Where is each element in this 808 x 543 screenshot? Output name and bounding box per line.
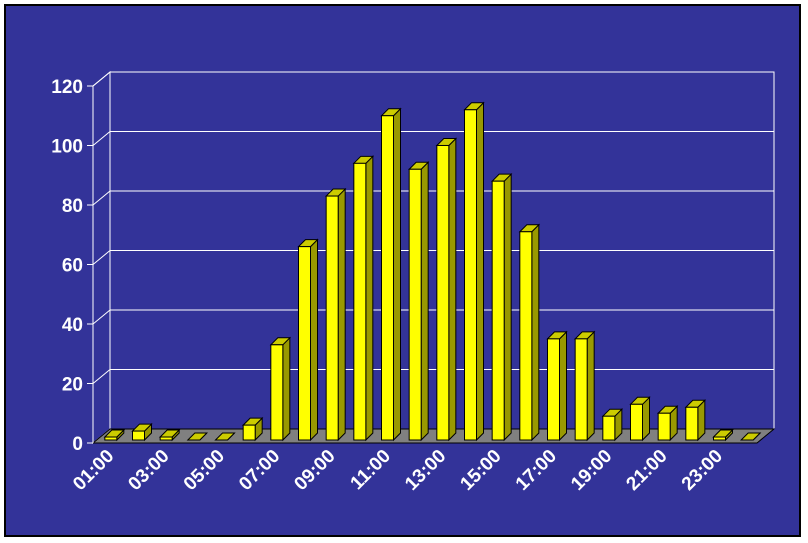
bar-side-face — [448, 137, 457, 442]
bar-front-face — [270, 344, 284, 441]
bar-side-face — [531, 223, 540, 442]
y-tick-label: 20 — [62, 375, 83, 396]
y-tick-label: 80 — [62, 196, 83, 217]
bar-10:00 — [352, 155, 375, 442]
gridline-side — [92, 309, 111, 325]
bar-side-face — [559, 330, 567, 442]
bar-side-face — [420, 161, 429, 442]
bar-18:00 — [573, 330, 596, 442]
bar-03:00 — [158, 428, 181, 442]
y-tick-label: 100 — [51, 137, 83, 158]
x-tick-label: 05:00 — [180, 446, 229, 495]
bar-side-face — [586, 330, 595, 442]
bar-front-face — [713, 436, 726, 441]
bar-front-face — [464, 109, 477, 441]
bar-02:00 — [131, 422, 153, 442]
bar-21:00 — [656, 405, 679, 442]
x-tick-label: 13:00 — [401, 446, 450, 495]
bar-14:00 — [463, 101, 485, 442]
bar-23:00 — [712, 428, 734, 442]
bar-20:00 — [629, 396, 651, 442]
x-tick-label: 19:00 — [567, 446, 616, 495]
bar-front-face — [547, 338, 560, 441]
bar-top-face — [739, 432, 762, 441]
bar-front-face — [104, 436, 118, 441]
bar-08:00 — [297, 238, 319, 442]
bar-front-face — [657, 412, 671, 441]
x-tick-label: 17:00 — [512, 446, 561, 495]
bar-side-face — [310, 238, 318, 442]
bar-front-face — [574, 338, 588, 441]
bar-front-face — [159, 436, 173, 441]
bar-07:00 — [269, 336, 292, 442]
bar-13:00 — [435, 137, 458, 442]
bar-06:00 — [241, 416, 264, 442]
bar-side-face — [282, 336, 291, 442]
gridline-side — [92, 190, 111, 206]
bar-front-face — [436, 144, 450, 441]
bar-22:00 — [684, 399, 707, 442]
bar-24:00 — [739, 432, 762, 441]
bar-side-face — [337, 187, 346, 442]
bar-12:00 — [407, 161, 430, 442]
chart-frame — [4, 4, 801, 537]
bar-front-face — [630, 403, 643, 441]
bar-front-face — [602, 415, 616, 441]
bar-front-face — [381, 115, 394, 441]
bar-front-face — [685, 406, 699, 441]
x-tick-label: 15:00 — [456, 446, 505, 495]
bar-front-face — [491, 180, 505, 441]
bar-front-face — [298, 246, 311, 441]
bar-side-face — [476, 101, 484, 442]
bar-15:00 — [490, 172, 513, 442]
bar-17:00 — [546, 330, 568, 442]
x-tick-label: 23:00 — [678, 446, 727, 495]
bar-16:00 — [518, 223, 541, 442]
y-tick-label: 40 — [62, 315, 83, 336]
gridline-side — [92, 369, 111, 384]
x-tick-label: 09:00 — [290, 446, 339, 495]
bar-front-face — [132, 430, 145, 441]
bar-top-face — [214, 432, 236, 441]
bar-front-face — [325, 195, 339, 441]
x-tick-label: 07:00 — [235, 446, 284, 495]
bar-side-face — [503, 172, 512, 442]
bar-side-face — [393, 107, 401, 442]
bar-front-face — [519, 231, 533, 441]
bar-side-face — [365, 155, 374, 442]
y-tick-label: 0 — [72, 434, 83, 455]
bar-09:00 — [324, 187, 347, 442]
bar-front-face — [408, 168, 422, 441]
y-tick-label: 120 — [51, 77, 83, 98]
bar-front-face — [353, 162, 367, 441]
x-tick-label: 11:00 — [347, 446, 395, 494]
y-tick-label: 60 — [62, 256, 83, 277]
x-tick-label: 03:00 — [124, 446, 173, 495]
gridline-side — [92, 250, 111, 265]
gridline-side — [92, 71, 111, 87]
gridline-side — [92, 131, 111, 146]
bar-11:00 — [380, 107, 402, 442]
bar-05:00 — [214, 432, 236, 441]
bar-04:00 — [186, 432, 209, 441]
bar-19:00 — [601, 407, 624, 442]
bar-01:00 — [103, 428, 126, 442]
bar-front-face — [242, 424, 256, 441]
x-tick-label: 21:00 — [622, 446, 671, 495]
bar-top-face — [186, 432, 209, 441]
